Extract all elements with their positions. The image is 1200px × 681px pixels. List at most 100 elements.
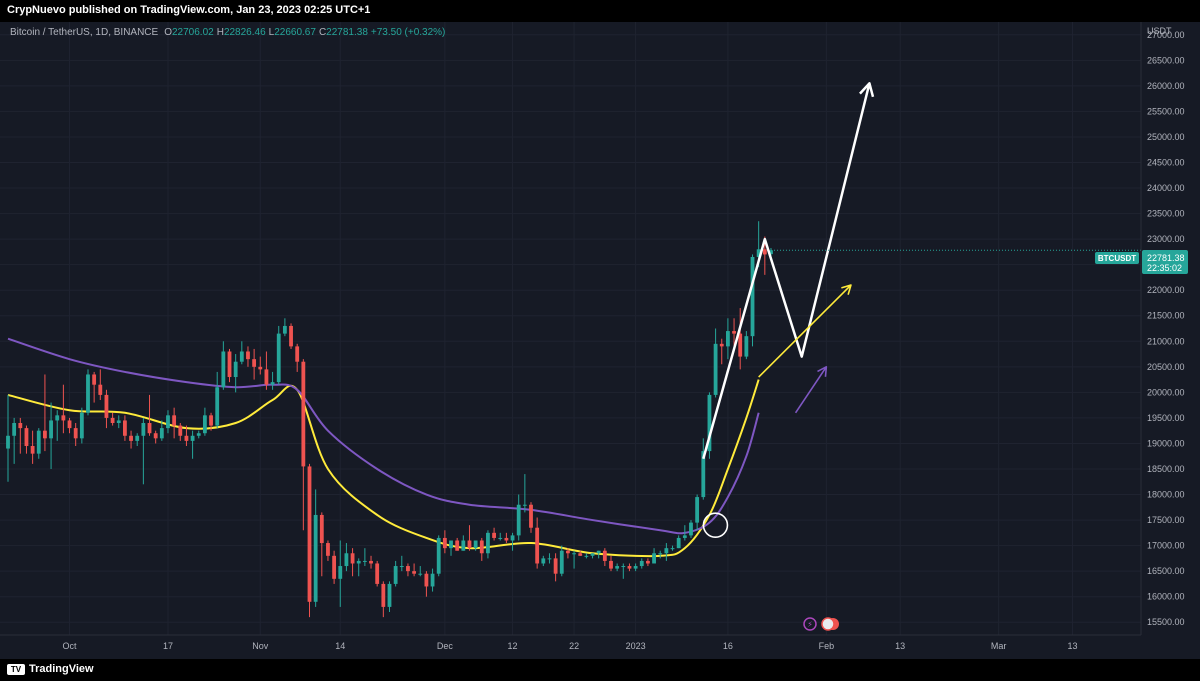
candle-down[interactable] bbox=[762, 249, 767, 255]
candle-up[interactable] bbox=[769, 250, 773, 255]
candle-up[interactable] bbox=[559, 550, 564, 574]
candle-up[interactable] bbox=[135, 435, 140, 441]
candle-up[interactable] bbox=[190, 435, 195, 441]
candle-down[interactable] bbox=[67, 420, 72, 429]
candlesticks[interactable] bbox=[6, 221, 773, 618]
candle-up[interactable] bbox=[682, 535, 687, 538]
candle-up[interactable] bbox=[55, 415, 60, 421]
candle-up[interactable] bbox=[282, 325, 287, 334]
candle-up[interactable] bbox=[615, 566, 620, 569]
candle-down[interactable] bbox=[73, 428, 78, 439]
candle-down[interactable] bbox=[578, 553, 583, 556]
candle-down[interactable] bbox=[98, 384, 103, 395]
highlight-circle[interactable] bbox=[702, 512, 729, 538]
candle-up[interactable] bbox=[221, 351, 226, 388]
candle-up[interactable] bbox=[86, 374, 90, 413]
candle-down[interactable] bbox=[719, 343, 724, 347]
drawing-annotations[interactable] bbox=[702, 82, 1141, 538]
candle-down[interactable] bbox=[301, 361, 306, 467]
candle-up[interactable] bbox=[313, 514, 318, 602]
candle-down[interactable] bbox=[184, 435, 189, 441]
candle-down[interactable] bbox=[252, 359, 257, 367]
arrow-path[interactable] bbox=[794, 366, 828, 414]
candle-up[interactable] bbox=[639, 560, 644, 567]
candle-down[interactable] bbox=[529, 504, 533, 528]
candle-up[interactable] bbox=[725, 331, 730, 347]
candle-down[interactable] bbox=[566, 550, 570, 554]
candle-down[interactable] bbox=[455, 540, 460, 551]
candle-down[interactable] bbox=[227, 351, 232, 378]
candle-down[interactable] bbox=[110, 417, 115, 424]
candle-up[interactable] bbox=[707, 394, 712, 452]
candle-down[interactable] bbox=[627, 566, 632, 569]
candle-down[interactable] bbox=[61, 415, 66, 421]
candle-down[interactable] bbox=[326, 543, 330, 556]
candle-down[interactable] bbox=[332, 555, 337, 579]
candle-down[interactable] bbox=[264, 369, 269, 385]
candle-down[interactable] bbox=[602, 550, 607, 561]
candle-up[interactable] bbox=[486, 532, 490, 554]
candle-down[interactable] bbox=[319, 514, 324, 544]
candle-down[interactable] bbox=[178, 425, 183, 436]
candle-down[interactable] bbox=[172, 415, 177, 426]
candle-up[interactable] bbox=[498, 537, 503, 539]
lightning-icon[interactable] bbox=[803, 617, 817, 631]
candle-up[interactable] bbox=[356, 560, 361, 564]
candle-up[interactable] bbox=[270, 382, 275, 385]
candle-down[interactable] bbox=[467, 540, 472, 549]
candle-up[interactable] bbox=[670, 548, 675, 550]
candle-down[interactable] bbox=[553, 558, 558, 574]
candle-down[interactable] bbox=[209, 415, 213, 426]
candle-up[interactable] bbox=[239, 351, 244, 362]
candle-up[interactable] bbox=[159, 428, 164, 439]
candle-up[interactable] bbox=[202, 415, 207, 434]
candle-up[interactable] bbox=[701, 451, 706, 498]
candle-up[interactable] bbox=[215, 387, 220, 426]
candle-up[interactable] bbox=[596, 550, 601, 554]
candle-down[interactable] bbox=[412, 571, 417, 574]
candle-up[interactable] bbox=[141, 423, 146, 436]
candle-up[interactable] bbox=[516, 504, 521, 536]
candle-down[interactable] bbox=[122, 420, 127, 436]
candle-up[interactable] bbox=[664, 548, 669, 554]
candle-up[interactable] bbox=[276, 333, 281, 383]
candle-down[interactable] bbox=[30, 445, 35, 454]
candle-down[interactable] bbox=[406, 566, 410, 572]
arrow-path[interactable] bbox=[758, 284, 852, 378]
candle-up[interactable] bbox=[744, 336, 749, 357]
candle-down[interactable] bbox=[129, 435, 133, 441]
candle-up[interactable] bbox=[750, 256, 755, 337]
candle-up[interactable] bbox=[418, 573, 423, 575]
candle-down[interactable] bbox=[369, 560, 373, 564]
candle-up[interactable] bbox=[49, 420, 53, 439]
arrow-path[interactable] bbox=[702, 82, 871, 460]
candle-up[interactable] bbox=[590, 553, 595, 556]
candle-up[interactable] bbox=[658, 553, 663, 555]
candle-down[interactable] bbox=[424, 573, 429, 587]
candle-up[interactable] bbox=[522, 504, 527, 506]
candle-up[interactable] bbox=[449, 540, 453, 549]
candle-down[interactable] bbox=[18, 423, 23, 429]
candle-down[interactable] bbox=[307, 466, 312, 602]
candle-up[interactable] bbox=[633, 566, 638, 569]
candle-up[interactable] bbox=[393, 566, 398, 584]
candle-up[interactable] bbox=[344, 553, 349, 567]
candle-down[interactable] bbox=[24, 428, 29, 446]
candle-down[interactable] bbox=[43, 430, 47, 439]
candle-down[interactable] bbox=[104, 394, 109, 418]
candle-up[interactable] bbox=[430, 573, 435, 587]
candle-up[interactable] bbox=[233, 361, 238, 378]
candle-down[interactable] bbox=[479, 540, 484, 554]
candle-up[interactable] bbox=[652, 553, 656, 564]
tradingview-logo[interactable]: TV TradingView bbox=[7, 663, 94, 675]
candle-down[interactable] bbox=[92, 374, 97, 385]
candle-down[interactable] bbox=[504, 537, 509, 541]
candle-up[interactable] bbox=[461, 540, 466, 551]
candle-down[interactable] bbox=[492, 532, 496, 538]
candle-up[interactable] bbox=[6, 435, 10, 449]
candle-up[interactable] bbox=[547, 558, 552, 560]
candle-up[interactable] bbox=[510, 535, 515, 541]
candle-up[interactable] bbox=[116, 420, 121, 424]
candle-down[interactable] bbox=[609, 560, 613, 569]
